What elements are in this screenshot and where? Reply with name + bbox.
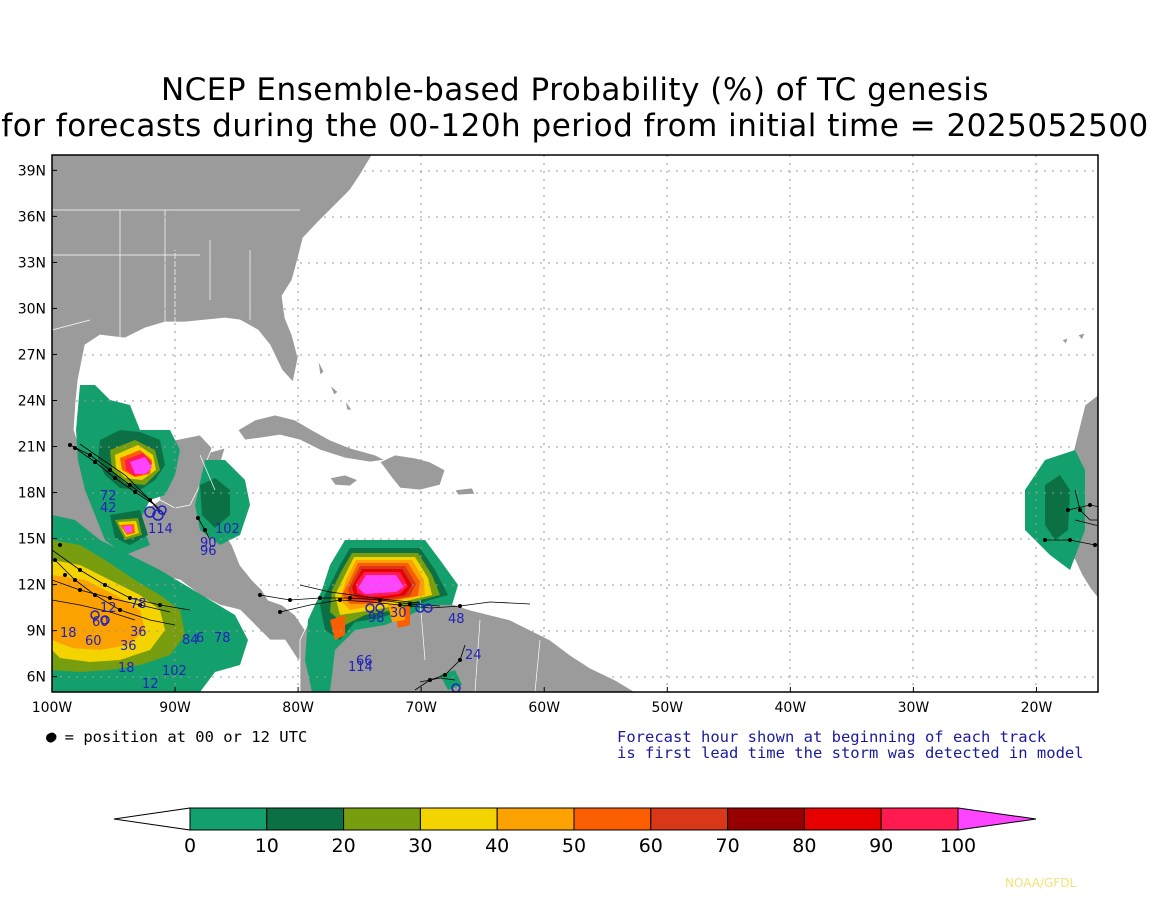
colorbar-swatch <box>803 807 882 831</box>
track-hour-label: 48 <box>448 612 465 627</box>
jamaica-land <box>329 474 359 487</box>
lon-tick-label: 70W <box>405 700 437 716</box>
lat-tick-label: 9N <box>27 624 46 640</box>
track-hour-label: 114 <box>148 522 173 537</box>
forecast-hour-note-line2: is first lead time the storm was detecte… <box>617 744 1084 762</box>
lat-tick-label: 15N <box>18 532 46 548</box>
lat-tick-label: 39N <box>18 163 46 179</box>
track-hour-label: 84 <box>182 633 199 648</box>
lon-tick-label: 60W <box>528 700 560 716</box>
lat-tick-label: 36N <box>18 209 46 225</box>
track-hour-labels: 7242181149096102244866114986078361812102… <box>60 489 482 692</box>
political-boundaries <box>52 209 541 692</box>
track-hour-label: 72 <box>100 489 117 504</box>
colorbar-swatch <box>419 807 498 831</box>
lat-tick-label: 12N <box>18 578 46 594</box>
track-hour-label: 102 <box>162 664 187 679</box>
lat-tick-label: 30N <box>18 301 46 317</box>
lat-tick-label: 24N <box>18 393 46 409</box>
track-hour-label: 12 <box>142 677 159 692</box>
map-title-line1: NCEP Ensemble-based Probability (%) of T… <box>160 72 990 108</box>
lon-tick-label: 90W <box>159 700 191 716</box>
colorbar-swatch <box>343 807 421 831</box>
colorbar-tick-label: 60 <box>639 835 663 857</box>
genesis-origin-markers <box>90 505 461 692</box>
map-title-line2: for forecasts during the 00-120h period … <box>1 108 1149 144</box>
lon-tick-label: 40W <box>775 700 807 716</box>
colorbar-swatch <box>573 807 652 831</box>
map-frame <box>51 154 1099 693</box>
colorbar-under-arrow <box>113 807 191 831</box>
colorbar-tick-label: 0 <box>184 835 196 857</box>
probability-honduras <box>195 460 250 545</box>
colorbar-tick-label: 90 <box>869 835 893 857</box>
track-hour-label: 12 <box>100 601 117 616</box>
track-hour-label: 18 <box>60 626 77 641</box>
credit-text: NOAA/GFDL <box>1005 876 1077 890</box>
track-hour-label: 98 <box>368 611 385 626</box>
colorbar-swatch <box>880 807 959 831</box>
track-hour-label: 18 <box>118 661 135 676</box>
colorbar-swatch <box>496 807 575 831</box>
track-hour-label: 36 <box>130 625 147 640</box>
colorbar-tick-label: 100 <box>940 835 976 857</box>
lon-tick-label: 50W <box>651 700 683 716</box>
track-hour-label: 36 <box>120 639 137 654</box>
colorbar-tick-label: 40 <box>485 835 509 857</box>
track-hour-label: 42 <box>100 501 117 516</box>
colorbar-tick-label: 20 <box>332 835 356 857</box>
lat-tick-label: 27N <box>18 347 46 363</box>
lat-tick-label: 18N <box>18 486 46 502</box>
colorbar-tick-label: 70 <box>716 835 740 857</box>
track-hour-label: 66 <box>356 654 373 669</box>
track-hour-label: 102 <box>215 522 240 537</box>
track-hour-label: 78 <box>130 597 147 612</box>
track-hour-label: 60 <box>92 615 109 630</box>
lat-tick-label: 33N <box>18 255 46 271</box>
track-hour-label: 90 <box>200 536 217 551</box>
lon-tick-label: 80W <box>282 700 314 716</box>
track-hour-label: 96 <box>200 544 217 559</box>
colorbar-tick-label: 30 <box>408 835 432 857</box>
track-hour-label: 30 <box>390 606 407 621</box>
track-hour-label: 24 <box>465 648 482 663</box>
colorbar-tick-label: 80 <box>792 835 816 857</box>
longitude-axis: 100W 90W 80W 70W 60W 50W 40W 30W 20W <box>32 687 1053 716</box>
track-hour-label: 78 <box>214 631 231 646</box>
map-body <box>52 155 1098 692</box>
track-hour-label: 114 <box>348 660 373 675</box>
hispaniola-land <box>379 454 446 491</box>
legend-dot-icon <box>47 732 57 742</box>
lon-tick-label: 20W <box>1021 700 1053 716</box>
probability-gulf <box>76 385 180 555</box>
colorbar-tick-label: 10 <box>255 835 279 857</box>
probability-caribbean <box>305 540 458 692</box>
position-legend-text: ● = position at 00 or 12 UTC <box>46 728 308 746</box>
forecast-hour-note-line1: Forecast hour shown at beginning of each… <box>617 728 1047 746</box>
track-hour-label: 60 <box>85 634 102 649</box>
colorbar-swatch <box>727 807 805 831</box>
colorbar-swatch <box>266 807 345 831</box>
colorbar-swatch <box>189 807 268 831</box>
colorbar-over-arrow <box>957 807 1037 831</box>
latitude-axis: 39N 36N 33N 30N 27N 24N 21N 18N 15N 12N 9N 6N <box>18 163 57 686</box>
colorbar-tick-label: 50 <box>562 835 586 857</box>
lon-tick-label: 30W <box>898 700 930 716</box>
lat-tick-label: 21N <box>18 440 46 456</box>
track-points <box>53 443 1097 682</box>
track-hour-label: 6 <box>196 631 204 646</box>
lat-tick-label: 6N <box>27 670 46 686</box>
colorbar <box>113 807 1037 831</box>
colorbar-swatch <box>650 807 729 831</box>
lon-tick-label: 100W <box>32 700 73 716</box>
colorbar-tick-labels: 0 10 20 30 40 50 60 70 80 90 100 <box>184 835 976 857</box>
